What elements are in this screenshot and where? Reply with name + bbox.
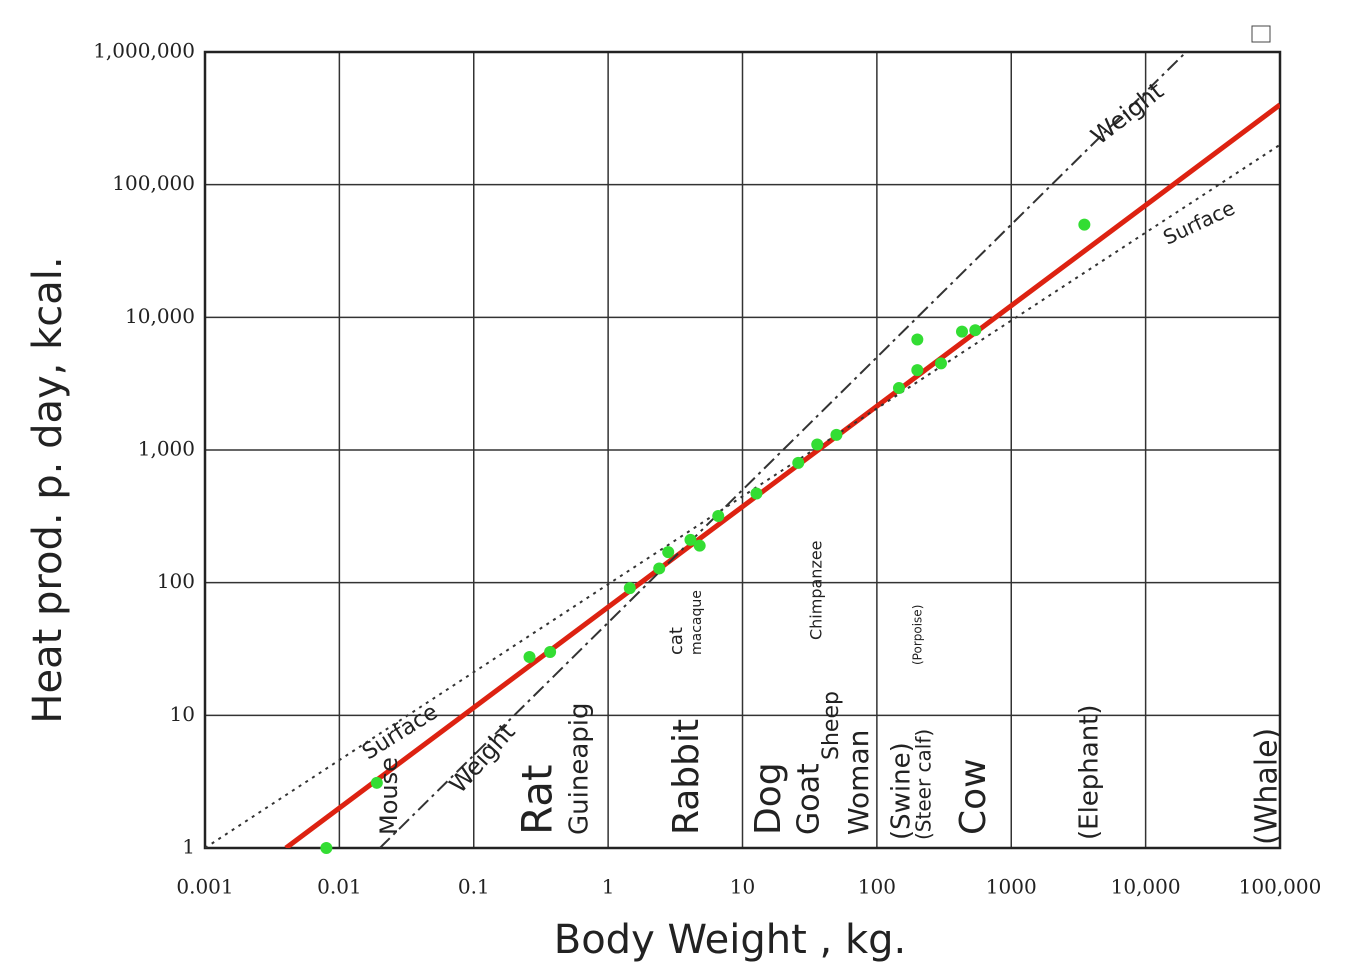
annotation: (Porpoise) bbox=[911, 605, 925, 665]
data-point bbox=[892, 382, 905, 395]
annotation: Rabbit bbox=[666, 719, 707, 835]
y-tick-label: 10,000 bbox=[125, 304, 195, 328]
x-axis-title: Body Weight , kg. bbox=[554, 917, 906, 963]
annotation: (Steer calf) bbox=[912, 729, 936, 840]
y-axis-title: Heat prod. p. day, kcal. bbox=[25, 256, 71, 723]
x-tick-label: 0.001 bbox=[176, 875, 233, 899]
data-point bbox=[1078, 218, 1091, 231]
data-point bbox=[693, 539, 706, 552]
annotation: Dog bbox=[748, 762, 789, 835]
y-tick-label: 1,000,000 bbox=[93, 39, 195, 63]
y-tick-label: 100 bbox=[157, 569, 195, 593]
annotation: (Swine) bbox=[887, 742, 917, 840]
data-point bbox=[623, 582, 636, 595]
data-point bbox=[320, 842, 333, 854]
x-tick-label: 1 bbox=[602, 875, 615, 899]
annotation: Cow bbox=[953, 758, 994, 835]
annotation: cat bbox=[666, 627, 687, 655]
annotation: Rat bbox=[513, 765, 562, 835]
data-point bbox=[712, 510, 725, 523]
y-tick-label: 10 bbox=[170, 702, 195, 726]
data-point bbox=[653, 562, 666, 575]
x-tick-label: 0.01 bbox=[317, 875, 362, 899]
x-tick-label: 1000 bbox=[986, 875, 1037, 899]
y-tick-label: 1 bbox=[182, 835, 195, 859]
annotation: Guineapig bbox=[565, 703, 595, 836]
x-tick-label: 100,000 bbox=[1239, 875, 1322, 899]
data-point bbox=[811, 438, 824, 451]
annotation: (Whale) bbox=[1250, 728, 1285, 845]
data-point bbox=[911, 333, 924, 346]
annotation: Chimpanzee bbox=[807, 540, 826, 640]
y-tick-label: 1,000 bbox=[138, 437, 195, 461]
annotation: Sheep bbox=[819, 691, 844, 760]
reference-line bbox=[205, 143, 1280, 848]
annotation: Mouse bbox=[375, 757, 403, 835]
data-point bbox=[792, 456, 805, 469]
data-point bbox=[662, 546, 675, 559]
annotation: Woman bbox=[842, 730, 875, 835]
plot-frame bbox=[203, 50, 1282, 850]
annotation: (Elephant) bbox=[1075, 704, 1105, 840]
annotation: macaque bbox=[689, 590, 705, 655]
x-tick-label: 100 bbox=[858, 875, 896, 899]
y-tick-label: 100,000 bbox=[112, 171, 195, 195]
reference-line bbox=[284, 102, 1280, 848]
data-point bbox=[523, 651, 536, 664]
data-point bbox=[934, 357, 947, 370]
data-point bbox=[750, 487, 763, 500]
x-tick-label: 0.1 bbox=[458, 875, 490, 899]
data-point bbox=[969, 324, 982, 337]
data-point bbox=[830, 428, 843, 441]
data-point bbox=[544, 646, 557, 659]
lines bbox=[205, 52, 1280, 848]
data-point bbox=[370, 776, 383, 789]
data-point bbox=[911, 364, 924, 377]
corner-icon bbox=[1251, 25, 1271, 43]
data-point bbox=[955, 325, 968, 338]
x-tick-label: 10 bbox=[730, 875, 755, 899]
annotation: Goat bbox=[792, 763, 827, 835]
x-tick-label: 10,000 bbox=[1111, 875, 1181, 899]
data-point bbox=[684, 533, 697, 546]
